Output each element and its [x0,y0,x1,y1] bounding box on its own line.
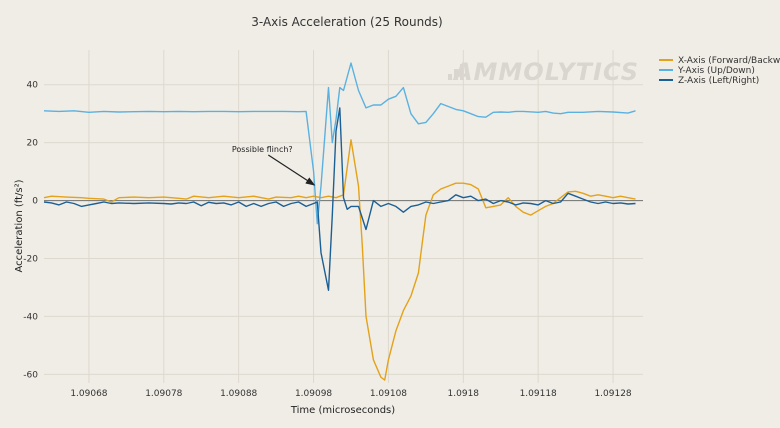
watermark-bar-icon [460,64,464,80]
watermark-logo: AMMOLYTICS [452,58,639,86]
watermark-bar-icon [454,69,458,80]
x-tick-label: 1.09118 [520,389,557,399]
x-axis-title: Time (microseconds) [290,405,395,416]
x-tick-label: 1.09108 [370,389,407,399]
chart-title: 3-Axis Acceleration (25 Rounds) [251,15,442,29]
series-line-2 [43,62,636,225]
legend: X-Axis (Forward/Backward)Y-Axis (Up/Down… [659,56,780,86]
y-tick-label: -60 [23,370,38,380]
y-axis-title: Acceleration (ft/s²) [14,179,25,272]
y-tick-label: -20 [23,254,38,264]
x-tick-label: 1.09078 [145,389,182,399]
x-tick-label: 1.09068 [70,389,107,399]
x-tick-label: 1.09098 [295,389,332,399]
y-tick-label: -40 [23,312,38,322]
legend-label-1: X-Axis (Forward/Backward) [678,56,780,66]
legend-label-2: Y-Axis (Up/Down) [677,66,755,76]
annotation-arrow [267,154,316,186]
series-line-1 [43,139,636,381]
y-tick-label: 20 [27,139,39,149]
watermark-bar-icon [448,74,452,80]
plot-area: AMMOLYTICS 1.09068 1.09078 1.09088 1.09098 1.… [23,50,643,399]
series-line-3 [43,107,636,291]
x-tick-label: 1.09088 [220,389,257,399]
y-tick-label: 40 [27,81,39,91]
legend-label-3: Z-Axis (Left/Right) [678,76,759,86]
annotation-text: Possible flinch? [232,145,293,154]
y-tick-label: 0 [32,197,38,207]
x-tick-label: 1.09128 [594,389,631,399]
x-tick-label: 1.0918 [448,389,480,399]
